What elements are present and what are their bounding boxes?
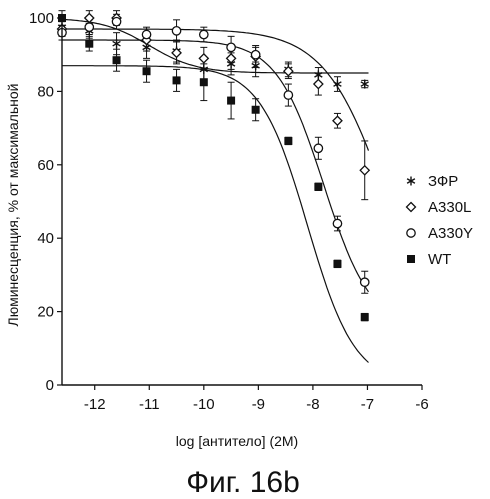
x-axis-title: log [антитело] (2M)	[176, 433, 298, 449]
data-point-a330y	[172, 27, 180, 35]
y-tick-label: 0	[46, 377, 54, 394]
x-tick-label: -7	[361, 396, 374, 413]
y-tick-label: 80	[37, 83, 54, 100]
data-point-a330y	[142, 30, 150, 38]
data-point-a330l	[199, 54, 208, 63]
legend-label-wt: WT	[428, 251, 451, 268]
data-point-a330y	[314, 144, 322, 152]
legend-marker-wt	[408, 256, 415, 263]
x-tick-label: -11	[139, 396, 160, 413]
y-tick-label: 60	[37, 157, 54, 174]
data-point-wt	[334, 260, 341, 267]
data-point-a330y	[333, 219, 341, 227]
data-point-wt	[252, 106, 259, 113]
x-tick-label: -9	[252, 396, 265, 413]
y-tick-label: 20	[37, 304, 54, 321]
data-point-wt	[285, 137, 292, 144]
x-tick-label: -12	[84, 396, 106, 413]
data-point-wt	[200, 79, 207, 86]
x-tick-label: -8	[306, 396, 319, 413]
data-point-a330y	[361, 278, 369, 286]
y-tick-label: 40	[37, 230, 54, 247]
x-tick-label: -6	[415, 396, 428, 413]
legend-marker-зфр	[407, 177, 415, 186]
data-point-a330y	[284, 91, 292, 99]
data-point-wt	[113, 57, 120, 64]
figure-caption: Фиг. 16b	[186, 466, 300, 499]
legend-marker-a330l	[407, 203, 416, 212]
fit-curve-a330l	[62, 29, 369, 151]
data-point-wt	[315, 183, 322, 190]
data-point-a330y	[227, 43, 235, 51]
data-point-зфр	[252, 61, 260, 70]
data-point-wt	[143, 68, 150, 75]
x-tick-label: -10	[193, 396, 215, 413]
data-point-зфр	[361, 80, 369, 89]
fit-curve-a330y	[62, 40, 369, 292]
data-point-a330y	[85, 23, 93, 31]
data-point-зфр	[314, 70, 322, 79]
data-point-wt	[173, 77, 180, 84]
legend-label-a330y: A330Y	[428, 225, 473, 242]
data-point-a330y	[251, 51, 259, 59]
data-point-a330l	[314, 80, 323, 89]
legend-label-зфр: ЗФР	[428, 173, 458, 190]
y-axis-title: Люминесценция, % от максимальной	[5, 84, 21, 327]
legend-label-a330l: A330L	[428, 199, 471, 216]
legend-marker-a330y	[407, 229, 415, 237]
data-point-a330y	[112, 17, 120, 25]
fit-curves	[62, 19, 369, 362]
y-tick-label: 100	[29, 10, 54, 27]
fit-curve-зфр	[62, 19, 369, 73]
data-point-a330l	[360, 166, 369, 175]
data-point-a330y	[200, 30, 208, 38]
data-point-a330l	[333, 116, 342, 125]
data-point-зфр	[334, 80, 342, 89]
data-point-wt	[228, 97, 235, 104]
data-point-wt	[86, 40, 93, 47]
legend: ЗФР A330L A330Y WT	[407, 173, 474, 268]
error-bars	[59, 11, 369, 321]
fit-curve-wt	[62, 66, 369, 363]
data-point-wt	[361, 314, 368, 321]
axes: 0 20 40 60 80 100 -12 -11 -10 -9 -8 -7 -6	[29, 10, 429, 413]
